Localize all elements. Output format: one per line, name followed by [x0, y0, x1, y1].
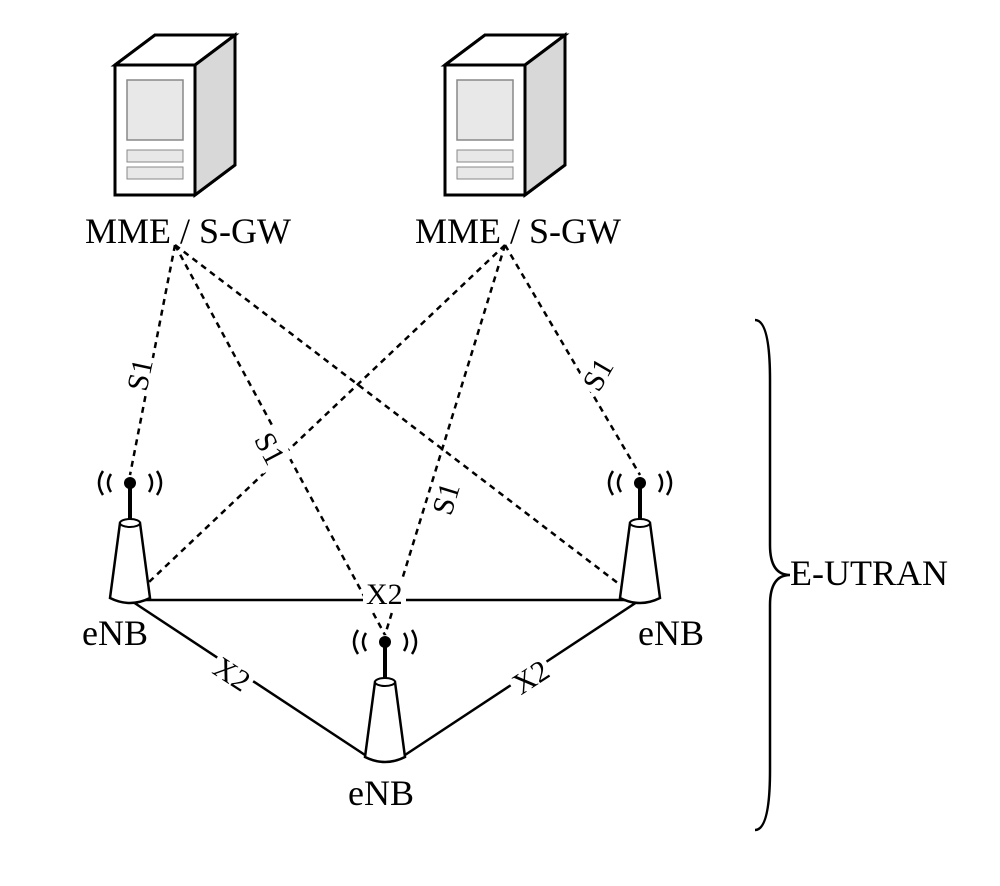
server-icon	[105, 25, 245, 200]
enb2-label: eNB	[638, 612, 704, 654]
enb-icon	[595, 453, 685, 608]
server-icon	[435, 25, 575, 200]
enb-icon	[85, 453, 175, 608]
enb1-label: eNB	[82, 612, 148, 654]
x2-label: X2	[363, 578, 406, 612]
enb3-label: eNB	[348, 772, 414, 814]
diagram-container: MME / S-GW MME / S-GW eNB eNB eNB S1 S1 …	[0, 0, 1000, 886]
brace-label: E-UTRAN	[790, 552, 948, 594]
enb-icon	[340, 612, 430, 767]
server1-label: MME / S-GW	[85, 210, 291, 252]
server2-label: MME / S-GW	[415, 210, 621, 252]
